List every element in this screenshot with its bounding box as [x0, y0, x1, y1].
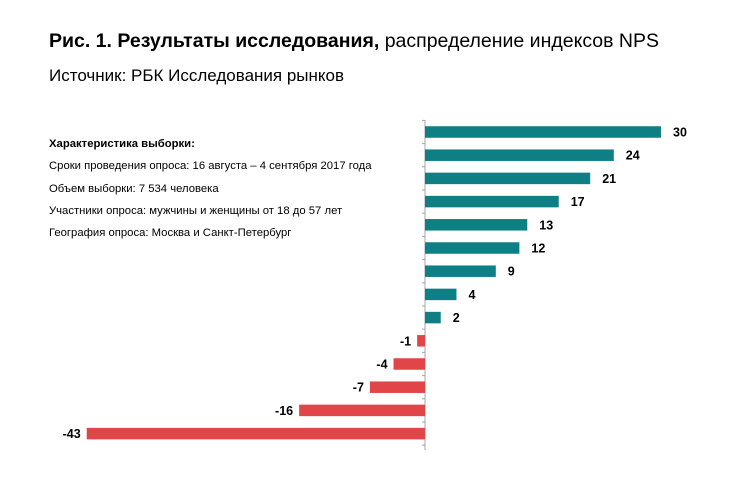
bar [425, 219, 528, 231]
data-label: 12 [531, 242, 545, 256]
data-label: 4 [468, 288, 475, 302]
chart-title-rest: распределение индексов NPS [379, 30, 660, 52]
data-label: 30 [673, 126, 687, 140]
bar [425, 126, 661, 138]
sample-line-dates: Сроки проведения опроса: 16 августа – 4 … [49, 160, 372, 173]
sample-characteristics: Характеристика выборки: Сроки проведения… [49, 133, 372, 244]
data-label: 21 [602, 172, 616, 186]
sample-line-participants: Участники опроса: мужчины и женщины от 1… [49, 204, 343, 217]
bar [299, 404, 425, 417]
sample-line-geography: География опроса: Москва и Санкт-Петербу… [49, 227, 292, 240]
sample-line-size: Объем выборки: 7 534 человека [49, 182, 219, 195]
data-label: -43 [63, 427, 81, 441]
data-label: 2 [453, 311, 460, 325]
bar [425, 172, 591, 185]
data-label: -1 [400, 334, 411, 348]
data-label: -4 [376, 358, 387, 372]
data-label: 9 [508, 265, 515, 279]
bar [369, 381, 425, 393]
data-label: 17 [571, 195, 585, 209]
bar [86, 427, 425, 440]
bar [425, 288, 457, 301]
chart-title: Рис. 1. Результаты исследования, распред… [49, 30, 659, 53]
bar [425, 195, 559, 208]
chart-subtitle: Источник: РБК Исследования рынков [49, 66, 345, 85]
chart-title-bold: Рис. 1. Результаты исследования, [49, 30, 380, 52]
bar [393, 358, 425, 370]
data-label: 24 [626, 149, 640, 163]
sample-heading: Характеристика выборки: [49, 138, 195, 150]
data-label: -7 [353, 381, 364, 395]
data-label: -16 [275, 404, 293, 418]
bar [425, 149, 614, 161]
bar [425, 311, 441, 324]
bar [417, 335, 425, 347]
data-label: 13 [539, 218, 553, 232]
bar [425, 242, 520, 254]
bar [425, 265, 496, 277]
